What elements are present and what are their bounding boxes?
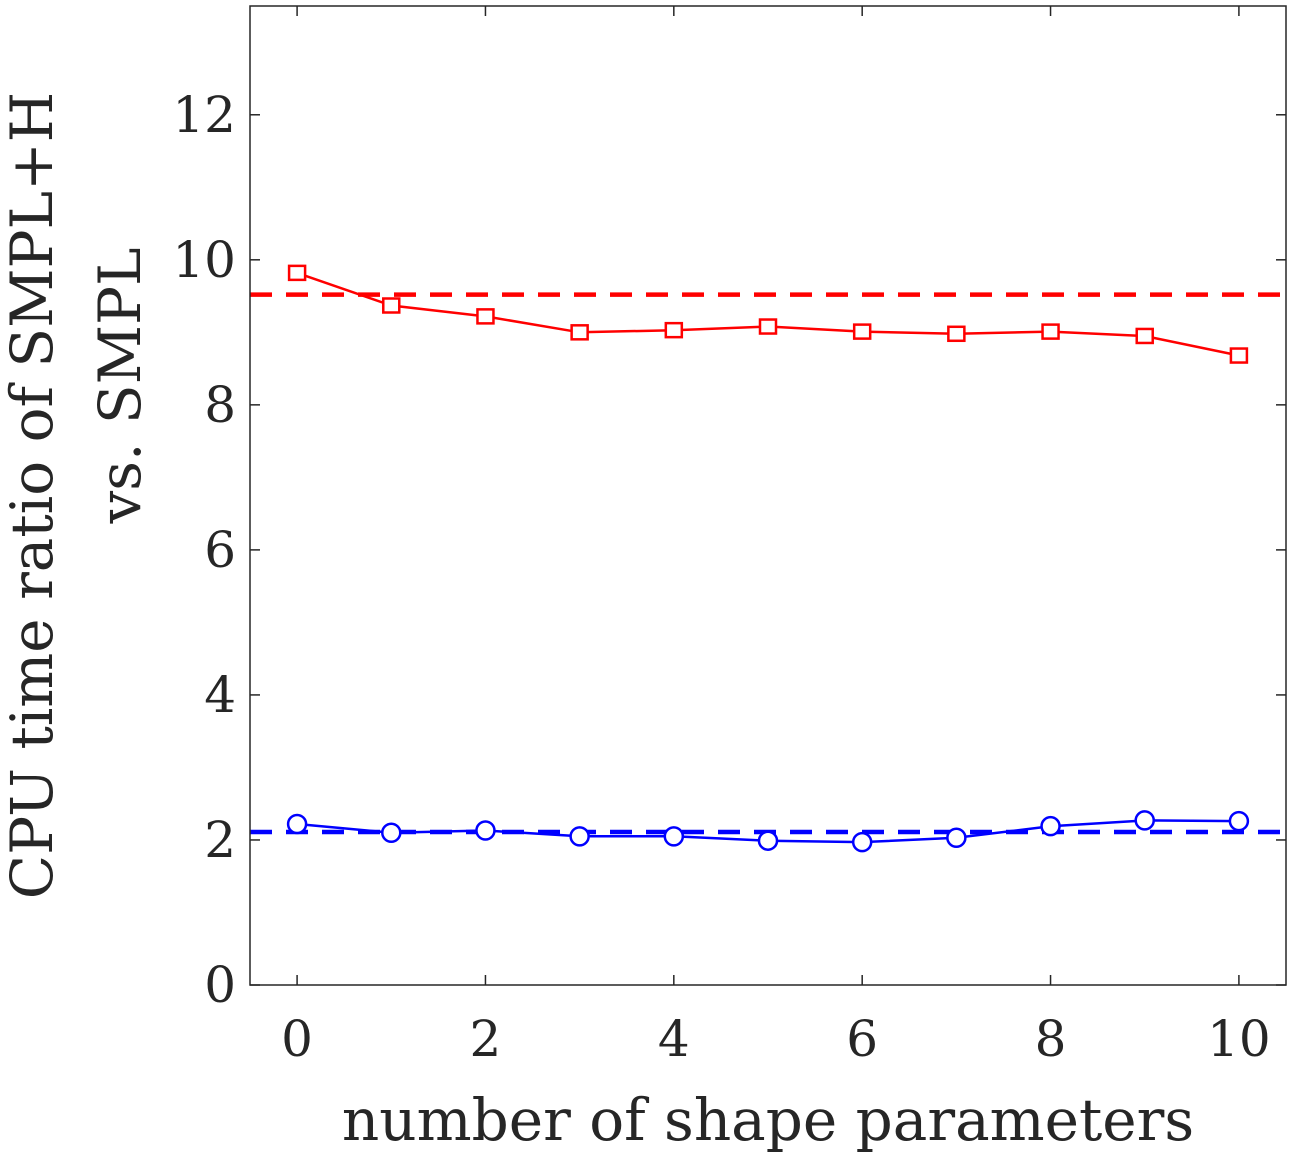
red-squares-line: [296, 271, 1240, 357]
red-squares-marker-1: [382, 297, 401, 314]
x-tick-label-4: 4: [658, 1010, 690, 1068]
blue-circles-marker-7: [946, 827, 967, 849]
red-squares-marker-0: [287, 264, 307, 282]
blue-circles-marker-8: [1040, 815, 1061, 837]
red-squares-marker-5: [758, 318, 778, 335]
x-tick-label-10: 10: [1207, 1010, 1271, 1068]
y-tick-label-2: 2: [204, 811, 236, 869]
red-squares-marker-4: [664, 321, 684, 339]
blue-circles-marker-10: [1228, 810, 1250, 832]
blue-circles-marker-5: [757, 830, 779, 851]
y-axis-label-line-2: vs. SMPL: [86, 247, 154, 524]
axes-box: [249, 5, 1287, 986]
blue-circles-marker-6: [851, 831, 873, 853]
y-tick-label-0: 0: [204, 956, 236, 1014]
red-squares-marker-8: [1041, 323, 1060, 340]
y-tick-label-12: 12: [172, 86, 236, 144]
blue-circles-marker-9: [1134, 810, 1155, 831]
x-tick-label-2: 2: [470, 1010, 502, 1068]
x-tick-label-6: 6: [846, 1010, 878, 1068]
blue-circles-marker-4: [663, 826, 685, 847]
red-squares-marker-2: [476, 308, 495, 325]
y-tick-label-6: 6: [204, 521, 236, 579]
blue-circles-marker-3: [569, 826, 590, 847]
blue-circles-marker-2: [475, 820, 496, 841]
ticks: 0 2 4 6 8 10 12 0 2 4 6 8 10: [172, 6, 1286, 1068]
red-squares-marker-3: [570, 324, 589, 341]
x-axis-label: number of shape parameters: [342, 1086, 1194, 1154]
blue-circles-marker-0: [286, 813, 308, 835]
red-squares-marker-7: [947, 325, 966, 343]
y-axis-label-line-1: CPU time ratio of SMPL+H: [0, 92, 66, 900]
red-squares-marker-9: [1135, 327, 1154, 345]
blue-circles-marker-1: [381, 822, 402, 843]
plot-area: [250, 264, 1286, 853]
y-tick-label-10: 10: [172, 231, 236, 289]
red-squares-marker-10: [1229, 347, 1249, 364]
x-tick-label-0: 0: [281, 1010, 313, 1068]
x-tick-label-8: 8: [1035, 1010, 1067, 1068]
y-tick-label-8: 8: [204, 376, 236, 434]
red-squares-marker-6: [852, 323, 872, 340]
y-tick-label-4: 4: [204, 666, 236, 724]
